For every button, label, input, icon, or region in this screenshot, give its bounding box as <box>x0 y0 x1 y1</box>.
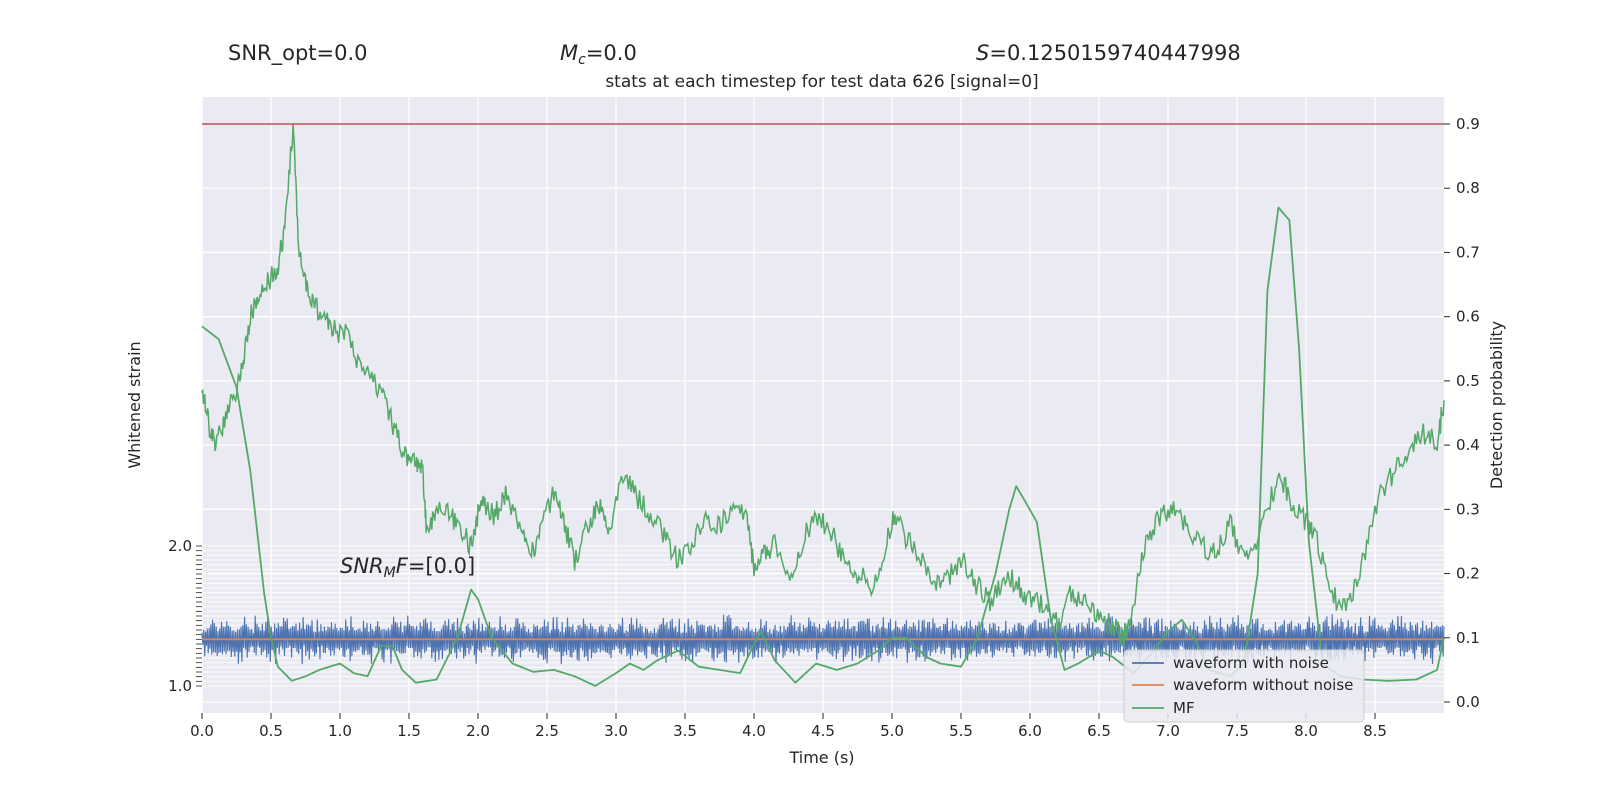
left-tick-label-1: 1.0 <box>168 677 192 695</box>
right-tick-label-9: 0.9 <box>1456 115 1480 133</box>
x-tick-label-2: 1.0 <box>328 722 352 740</box>
right-tick-label-0: 0.0 <box>1456 693 1480 711</box>
snr-opt-label: SNR_opt=0.0 <box>228 41 368 66</box>
right-tick-label-3: 0.3 <box>1456 500 1480 518</box>
snr-mf-label: SNRMF=[0.0] <box>340 554 475 581</box>
s-label: S=0.1250159740447998 <box>976 41 1241 65</box>
left-axis-ticks: 2.0 1.0 <box>168 537 202 695</box>
right-tick-label-5: 0.5 <box>1456 372 1480 390</box>
legend-label-noise: waveform with noise <box>1173 654 1329 672</box>
legend-box <box>1123 649 1365 723</box>
prob-line <box>201 123 1445 649</box>
x-tick-label-3: 1.5 <box>397 722 421 740</box>
x-tick-label-13: 6.5 <box>1087 722 1111 740</box>
snr-mf-value: =[0.0] <box>408 554 475 578</box>
mc-subscript: c <box>578 52 586 68</box>
snr-mf-symbol: SNR <box>340 554 384 578</box>
left-tick-label-0: 2.0 <box>168 537 192 555</box>
legend: waveform with noise waveform without noi… <box>1123 649 1365 723</box>
legend-label-clean: waveform without noise <box>1173 676 1353 694</box>
right-tick-label-2: 0.2 <box>1456 565 1480 583</box>
x-axis-label: Time (s) <box>788 748 854 767</box>
mc-label: Mc=0.0 <box>560 41 637 68</box>
right-tick-label-8: 0.8 <box>1456 179 1480 197</box>
x-tick-label-5: 2.5 <box>535 722 559 740</box>
right-axis-ticks: 0.0 0.1 0.2 0.3 0.4 0.5 0.6 0.7 0.8 0.9 <box>1444 115 1480 711</box>
x-tick-label-17: 8.5 <box>1363 722 1387 740</box>
chart-title: stats at each timestep for test data 626… <box>605 72 1038 92</box>
right-tick-label-7: 0.7 <box>1456 243 1480 261</box>
x-tick-label-9: 4.5 <box>811 722 835 740</box>
s-symbol: S <box>976 41 989 65</box>
legend-label-mf: MF <box>1173 699 1195 717</box>
x-tick-label-1: 0.5 <box>259 722 283 740</box>
x-axis-ticks: 0.0 0.5 1.0 1.5 2.0 2.5 3.0 3.5 4.0 4.5 5.0 5.5 6.0 6… <box>190 713 1387 740</box>
x-tick-label-12: 6.0 <box>1018 722 1042 740</box>
x-tick-label-6: 3.0 <box>604 722 628 740</box>
snr-mf-subscript: M <box>384 565 396 581</box>
x-tick-label-7: 3.5 <box>673 722 697 740</box>
x-tick-label-14: 7.0 <box>1156 722 1180 740</box>
x-tick-label-4: 2.0 <box>466 722 490 740</box>
right-tick-label-1: 0.1 <box>1456 629 1480 647</box>
x-tick-label-8: 4.0 <box>742 722 766 740</box>
x-tick-label-11: 5.5 <box>949 722 973 740</box>
left-axis-label: Whitened strain <box>125 341 144 468</box>
s-value: =0.1250159740447998 <box>989 41 1240 65</box>
series-detection-probability <box>201 123 1445 649</box>
mc-value: =0.0 <box>586 41 637 65</box>
right-tick-label-4: 0.4 <box>1456 436 1480 454</box>
snr-mf-tail: F <box>396 554 409 578</box>
right-tick-label-6: 0.6 <box>1456 308 1480 326</box>
right-axis-label: Detection probability <box>1487 321 1506 489</box>
x-tick-label-16: 8.0 <box>1294 722 1318 740</box>
x-tick-label-10: 5.0 <box>880 722 904 740</box>
x-tick-label-0: 0.0 <box>190 722 214 740</box>
x-tick-label-15: 7.5 <box>1225 722 1249 740</box>
mc-symbol: M <box>560 41 578 65</box>
